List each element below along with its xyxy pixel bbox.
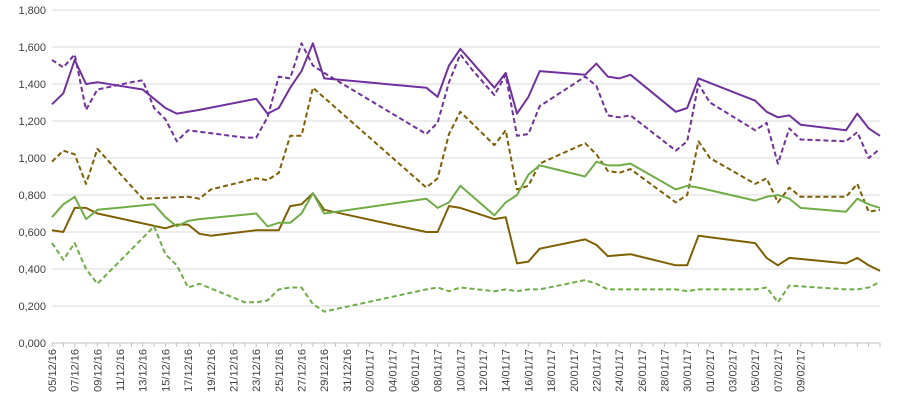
x-tick-label: 21/12/16 <box>228 349 240 392</box>
x-tick-label: 15/12/16 <box>160 349 172 392</box>
x-tick-label: 09/12/16 <box>92 349 104 392</box>
y-tick-label: 0,000 <box>18 338 46 350</box>
x-tick-label: 08/01/17 <box>433 349 445 392</box>
x-tick-label: 23/12/16 <box>251 349 263 392</box>
x-tick-label: 09/02/17 <box>796 349 808 392</box>
x-tick-label: 07/12/16 <box>70 349 82 392</box>
y-tick-label: 0,600 <box>18 227 46 239</box>
y-tick-label: 1,000 <box>18 153 46 165</box>
x-tick-label: 28/01/17 <box>659 349 671 392</box>
x-tick-label: 22/01/17 <box>591 349 603 392</box>
x-tick-label: 12/01/17 <box>478 349 490 392</box>
x-tick-label: 19/12/16 <box>206 349 218 392</box>
x-axis-tick-labels: 05/12/16 07/12/16 09/12/16 11/12/16 13/12/16… <box>47 349 808 392</box>
x-tick-label: 17/12/16 <box>183 349 195 392</box>
y-tick-label: 0,800 <box>18 190 46 202</box>
x-tick-label: 05/12/16 <box>47 349 59 392</box>
x-tick-label: 18/01/17 <box>546 349 558 392</box>
x-tick-label: 13/12/16 <box>138 349 150 392</box>
y-tick-label: 1,400 <box>18 79 46 91</box>
x-tick-label: 25/12/16 <box>274 349 286 392</box>
x-tick-label: 29/12/16 <box>319 349 331 392</box>
y-tick-label: 0,200 <box>18 301 46 313</box>
series-line-1 <box>51 42 881 137</box>
x-tick-label: 20/01/17 <box>569 349 581 392</box>
x-tick-label: 06/01/17 <box>410 349 422 392</box>
x-tick-label: 26/01/17 <box>637 349 649 392</box>
x-tick-label: 10/01/17 <box>455 349 467 392</box>
series-lines <box>51 42 881 313</box>
series-line-6 <box>51 225 881 313</box>
series-line-5 <box>51 160 881 228</box>
x-tick-label: 02/01/17 <box>365 349 377 392</box>
y-tick-label: 0,400 <box>18 264 46 276</box>
x-tick-label: 07/02/17 <box>773 349 785 392</box>
y-axis-tick-labels: 0,000 0,200 0,400 0,600 0,800 1,000 1,200 1,400… <box>18 5 46 350</box>
x-tick-label: 14/01/17 <box>501 349 513 392</box>
x-tick-label: 11/12/16 <box>115 349 127 391</box>
x-tick-label: 04/01/17 <box>387 349 399 392</box>
x-tick-label: 30/01/17 <box>682 349 694 392</box>
x-tick-label: 16/01/17 <box>523 349 535 392</box>
x-tick-label: 01/02/17 <box>705 349 717 392</box>
x-tick-label: 27/12/16 <box>297 349 309 392</box>
y-tick-label: 1,600 <box>18 42 46 54</box>
y-tick-label: 1,800 <box>18 5 46 17</box>
gridlines <box>52 9 880 307</box>
series-line-4 <box>51 86 881 213</box>
x-tick-label: 31/12/16 <box>342 349 354 392</box>
series-line-2 <box>51 42 881 165</box>
x-tick-label: 03/02/17 <box>728 349 740 392</box>
x-tick-label: 24/01/17 <box>614 349 626 392</box>
x-axis <box>51 342 881 347</box>
y-tick-label: 1,200 <box>18 116 46 128</box>
x-tick-label: 05/02/17 <box>750 349 762 392</box>
